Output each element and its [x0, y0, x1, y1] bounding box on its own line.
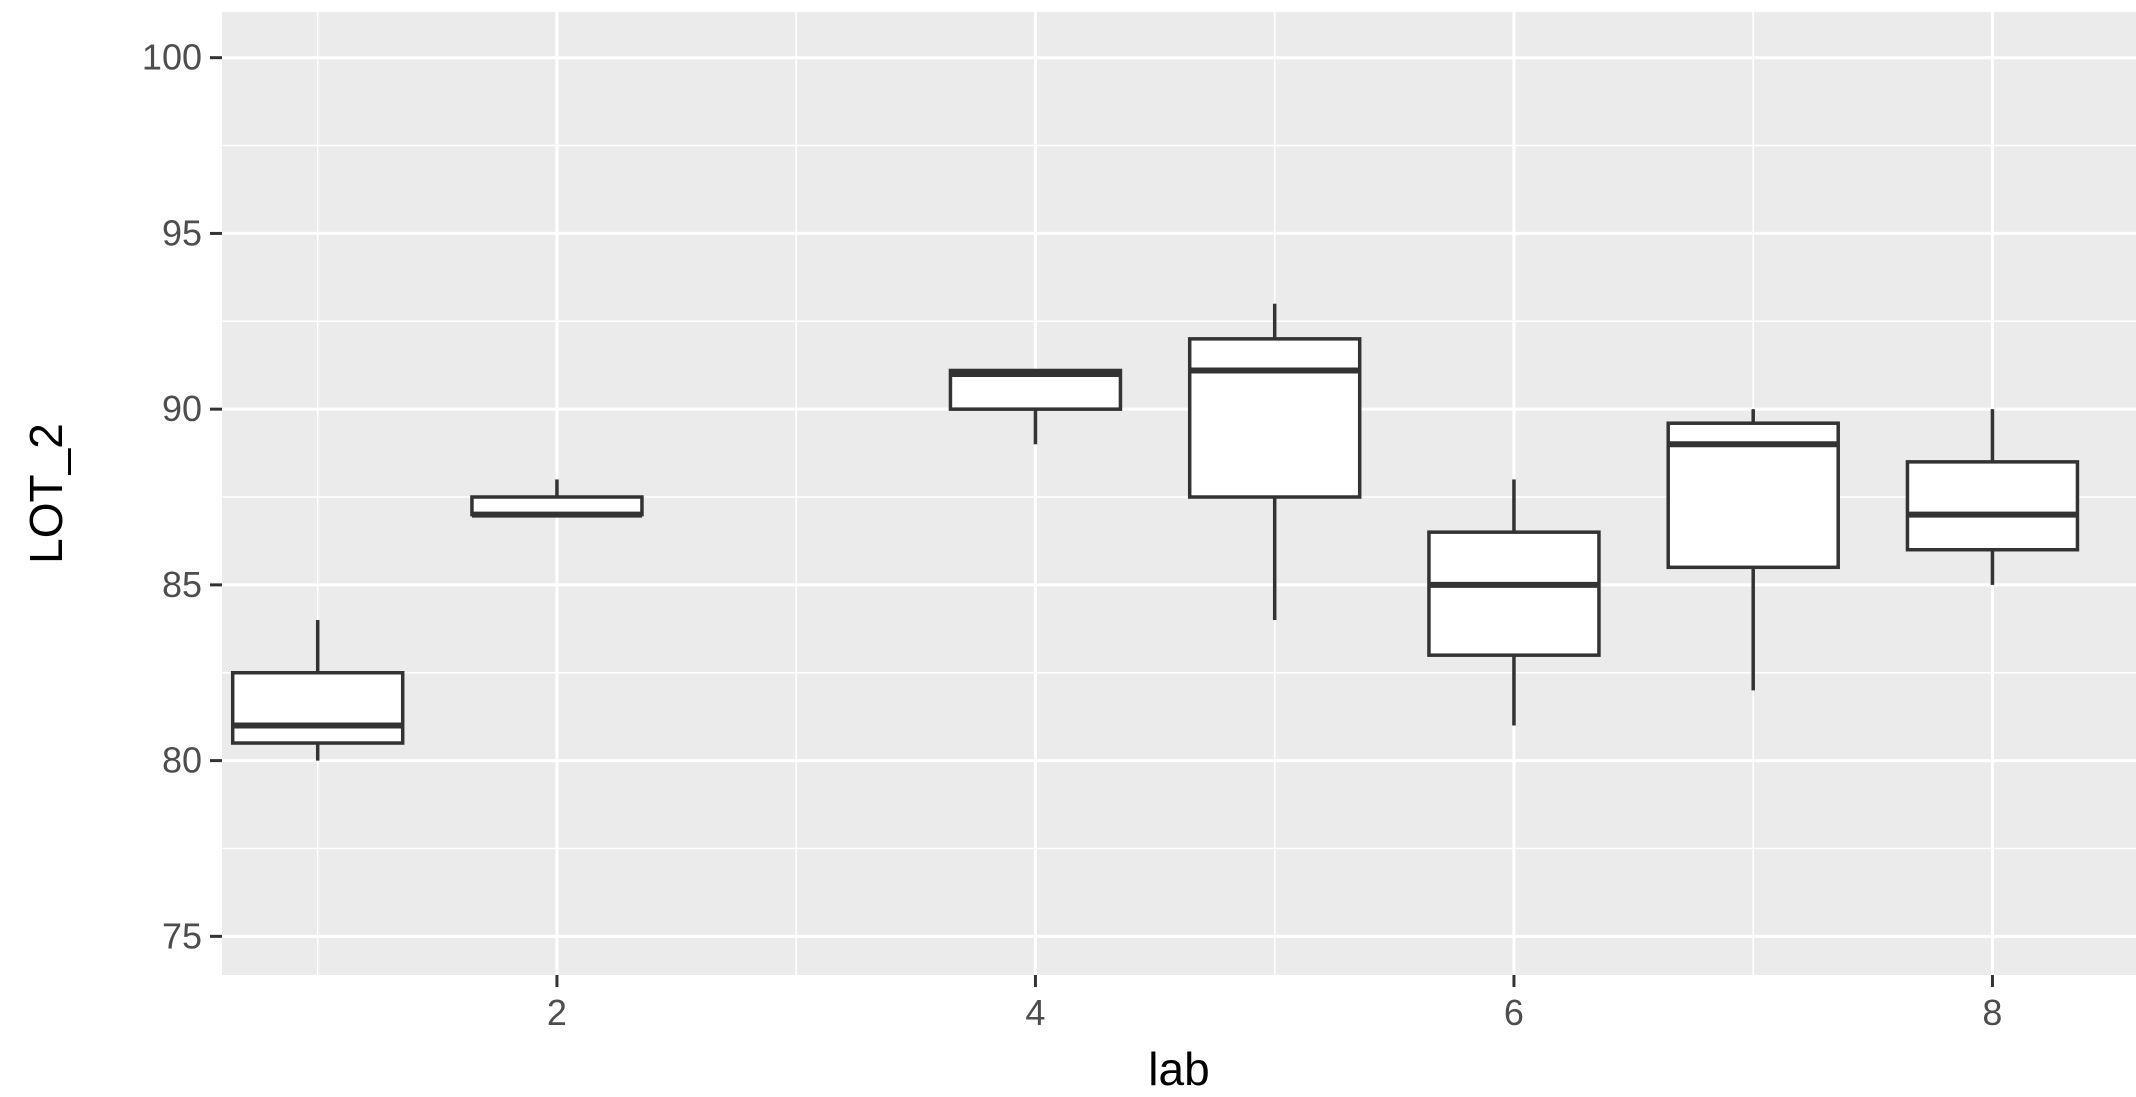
box-series — [230, 303, 2080, 761]
box-lab-2 — [470, 479, 644, 518]
x-tick-label: 4 — [1025, 992, 1045, 1033]
axis-tick-labels: 75 80 85 90 95 100 2 4 6 8 — [142, 37, 2003, 1033]
y-tick-label: 95 — [162, 212, 202, 253]
box-iqr — [1905, 460, 2080, 552]
box-iqr — [230, 670, 405, 745]
x-axis-title: lab — [1148, 1043, 1209, 1095]
x-tick-label: 8 — [1982, 992, 2002, 1033]
y-tick-label: 100 — [142, 37, 202, 78]
box-lab-7 — [1666, 409, 1840, 691]
box-lab-6 — [1427, 479, 1601, 726]
y-tick-label: 75 — [162, 915, 202, 956]
x-tick-label: 6 — [1504, 992, 1524, 1033]
box-lab-5 — [1187, 303, 1362, 621]
y-tick-label: 90 — [162, 388, 202, 429]
axis-ticks — [210, 56, 1994, 987]
box-iqr — [1187, 337, 1362, 499]
box-lab-1 — [230, 620, 405, 761]
box-iqr — [1427, 530, 1601, 657]
y-tick-label: 85 — [162, 564, 202, 605]
box-lab-8 — [1905, 409, 2080, 585]
x-tick-label: 2 — [547, 992, 567, 1033]
panel-background — [222, 12, 2136, 975]
y-tick-label: 80 — [162, 740, 202, 781]
y-axis-title: LOT_2 — [20, 423, 72, 564]
box-lab-4 — [948, 368, 1123, 445]
